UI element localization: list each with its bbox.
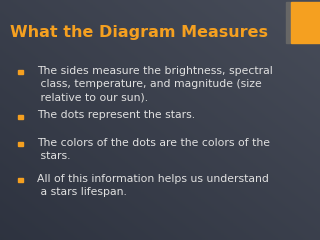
Bar bbox=[291, 2, 320, 43]
Text: The sides measure the brightness, spectral
 class, temperature, and magnitude (s: The sides measure the brightness, spectr… bbox=[37, 66, 273, 102]
Text: The dots represent the stars.: The dots represent the stars. bbox=[37, 110, 195, 120]
Bar bbox=[18, 114, 23, 119]
Text: What the Diagram Measures: What the Diagram Measures bbox=[10, 25, 268, 40]
Bar bbox=[18, 178, 23, 182]
Text: All of this information helps us understand
 a stars lifespan.: All of this information helps us underst… bbox=[37, 174, 269, 197]
Bar bbox=[18, 70, 23, 74]
Bar bbox=[18, 142, 23, 146]
Bar bbox=[286, 2, 290, 43]
Text: The colors of the dots are the colors of the
 stars.: The colors of the dots are the colors of… bbox=[37, 138, 270, 161]
